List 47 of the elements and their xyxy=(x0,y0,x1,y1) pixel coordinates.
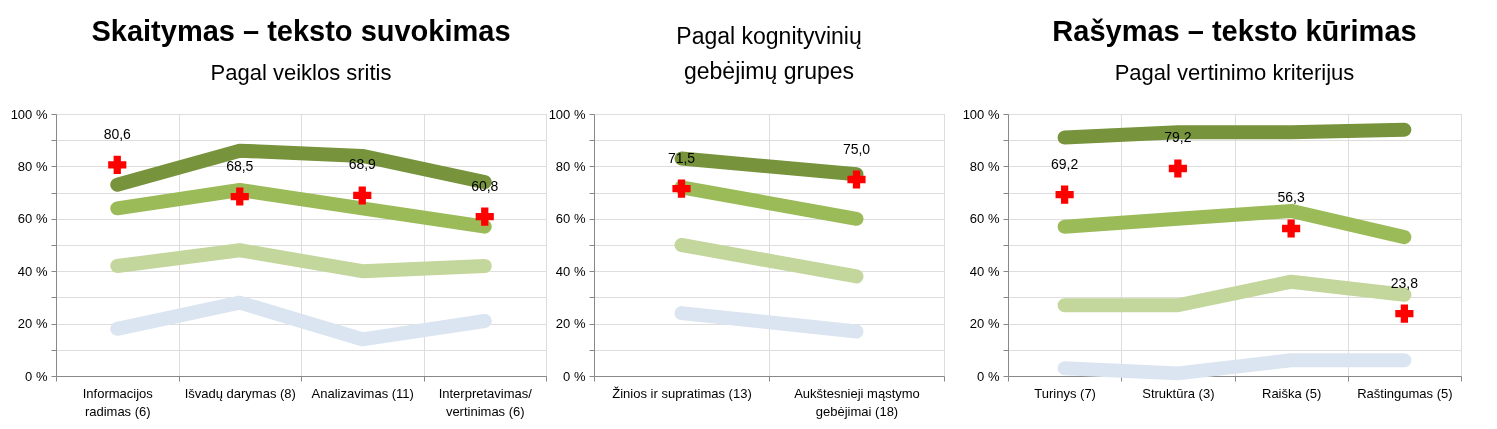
x-tick-label: Analizavimas (11) xyxy=(311,385,414,401)
y-tick-label: 100 % xyxy=(10,106,48,122)
point xyxy=(353,186,372,205)
y-tick-label: 80 % xyxy=(969,158,1000,174)
point xyxy=(475,207,494,226)
chart-title: Rašymas – teksto kūrimas xyxy=(1052,15,1417,47)
data-label: 75,0 xyxy=(842,140,871,157)
y-tick-label: 60 % xyxy=(969,211,1000,227)
y-tick-label: 0 % xyxy=(563,368,586,384)
y-tick-label: 40 % xyxy=(555,263,586,279)
x-tick-label: Aukštesnieji mąstymo gebėjimai (18) xyxy=(794,385,920,419)
y-tick-label: 20 % xyxy=(17,316,48,332)
x-tick-label: Raštingumas (5) xyxy=(1357,385,1453,401)
x-tick-label: Raiška (5) xyxy=(1262,385,1322,401)
x-tick-label: Informacijos radimas (6) xyxy=(82,385,154,419)
data-label: 80,6 xyxy=(103,125,132,142)
y-tick-label: 60 % xyxy=(17,211,48,227)
y-tick-label: 100 % xyxy=(548,106,586,122)
chart-subtitle: Pagal vertinimo kriterijus xyxy=(1114,60,1355,85)
data-label: 68,5 xyxy=(226,157,254,174)
y-tick-label: 40 % xyxy=(969,263,1000,279)
x-tick-label: Išvadų darymas (8) xyxy=(184,385,296,401)
y-tick-label: 20 % xyxy=(969,316,1000,332)
y-tick-label: 40 % xyxy=(17,263,48,279)
chart-subtitle: Pagal kognityvinių gebėjimų grupes xyxy=(676,23,862,84)
x-tick-label: Turinys (7) xyxy=(1034,385,1096,401)
data-label: 56,3 xyxy=(1277,189,1305,206)
y-tick-label: 20 % xyxy=(555,316,586,332)
point xyxy=(108,155,127,174)
point xyxy=(1282,219,1301,238)
point xyxy=(1055,185,1074,204)
y-tick-label: 0 % xyxy=(977,368,1000,384)
point xyxy=(1168,159,1187,178)
y-tick-label: 100 % xyxy=(962,106,1000,122)
point xyxy=(1395,304,1414,323)
chart-title: Skaitymas – teksto suvokimas xyxy=(91,15,511,47)
x-tick-label: Interpretavimas/ vertinimas (6) xyxy=(438,385,533,419)
y-tick-label: 80 % xyxy=(17,158,48,174)
data-label: 69,2 xyxy=(1051,155,1079,172)
point xyxy=(230,187,249,206)
x-tick-label: Žinios ir supratimas (13) xyxy=(612,385,752,401)
y-tick-label: 80 % xyxy=(555,158,586,174)
y-tick-label: 0 % xyxy=(25,368,48,384)
chart-subtitle: Pagal veiklos sritis xyxy=(210,60,392,85)
y-tick-label: 60 % xyxy=(555,211,586,227)
data-label: 23,8 xyxy=(1390,274,1419,291)
x-tick-label: Struktūra (3) xyxy=(1142,385,1215,401)
